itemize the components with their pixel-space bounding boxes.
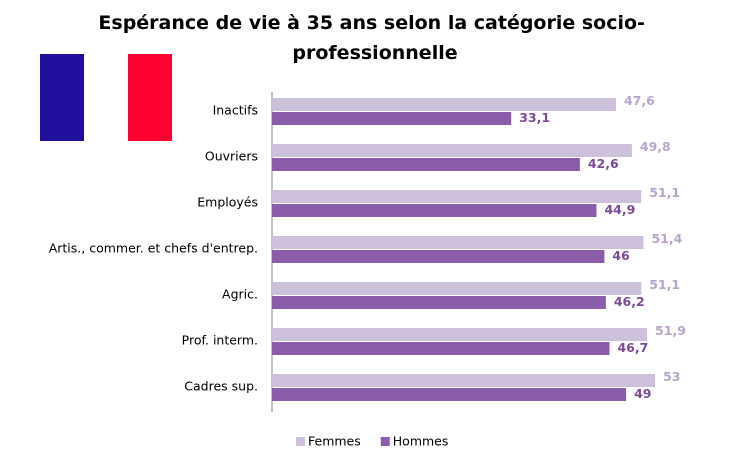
value-label: 47,6 xyxy=(624,93,655,108)
value-label: 33,1 xyxy=(519,110,550,125)
title-line: professionnelle xyxy=(292,42,457,64)
value-label: 51,1 xyxy=(649,277,680,292)
flag-red xyxy=(128,54,172,141)
value-label: 53 xyxy=(663,369,680,384)
bar xyxy=(272,296,606,309)
value-label: 46,2 xyxy=(614,294,645,309)
value-label: 44,9 xyxy=(604,202,635,217)
bar xyxy=(272,250,605,263)
bar xyxy=(272,190,642,203)
value-label: 49,8 xyxy=(640,139,671,154)
value-label: 42,6 xyxy=(588,156,619,171)
bar xyxy=(272,204,597,217)
legend-swatch xyxy=(380,437,390,446)
bar xyxy=(272,342,610,355)
category-label: Artis., commer. et chefs d'entrep. xyxy=(49,241,258,256)
bar xyxy=(272,112,512,125)
value-label: 46,7 xyxy=(617,340,648,355)
bar xyxy=(272,98,616,111)
bar xyxy=(272,158,580,171)
legend-label: Hommes xyxy=(393,434,449,449)
value-label: 51,9 xyxy=(655,323,686,338)
category-label: Inactifs xyxy=(213,103,258,118)
flag-blue xyxy=(40,54,84,141)
value-label: 51,4 xyxy=(651,231,682,246)
value-label: 46 xyxy=(612,248,630,263)
title-line: Espérance de vie à 35 ans selon la catég… xyxy=(98,12,645,34)
bar xyxy=(272,282,642,295)
category-label: Agric. xyxy=(222,287,258,302)
category-label: Prof. interm. xyxy=(182,333,258,348)
legend-swatch xyxy=(296,437,305,446)
bar xyxy=(272,374,655,387)
category-label: Ouvriers xyxy=(205,149,258,164)
bar xyxy=(272,328,648,341)
chart-title: Espérance de vie à 35 ans selon la catég… xyxy=(98,12,651,64)
bar xyxy=(272,236,644,249)
category-label: Employés xyxy=(197,195,258,210)
value-label: 49 xyxy=(634,386,651,401)
bar xyxy=(272,388,627,401)
legend-label: Femmes xyxy=(308,434,361,449)
value-label: 51,1 xyxy=(649,185,680,200)
category-label: Cadres sup. xyxy=(184,379,258,394)
bar xyxy=(272,144,632,157)
flag-white xyxy=(84,54,128,141)
